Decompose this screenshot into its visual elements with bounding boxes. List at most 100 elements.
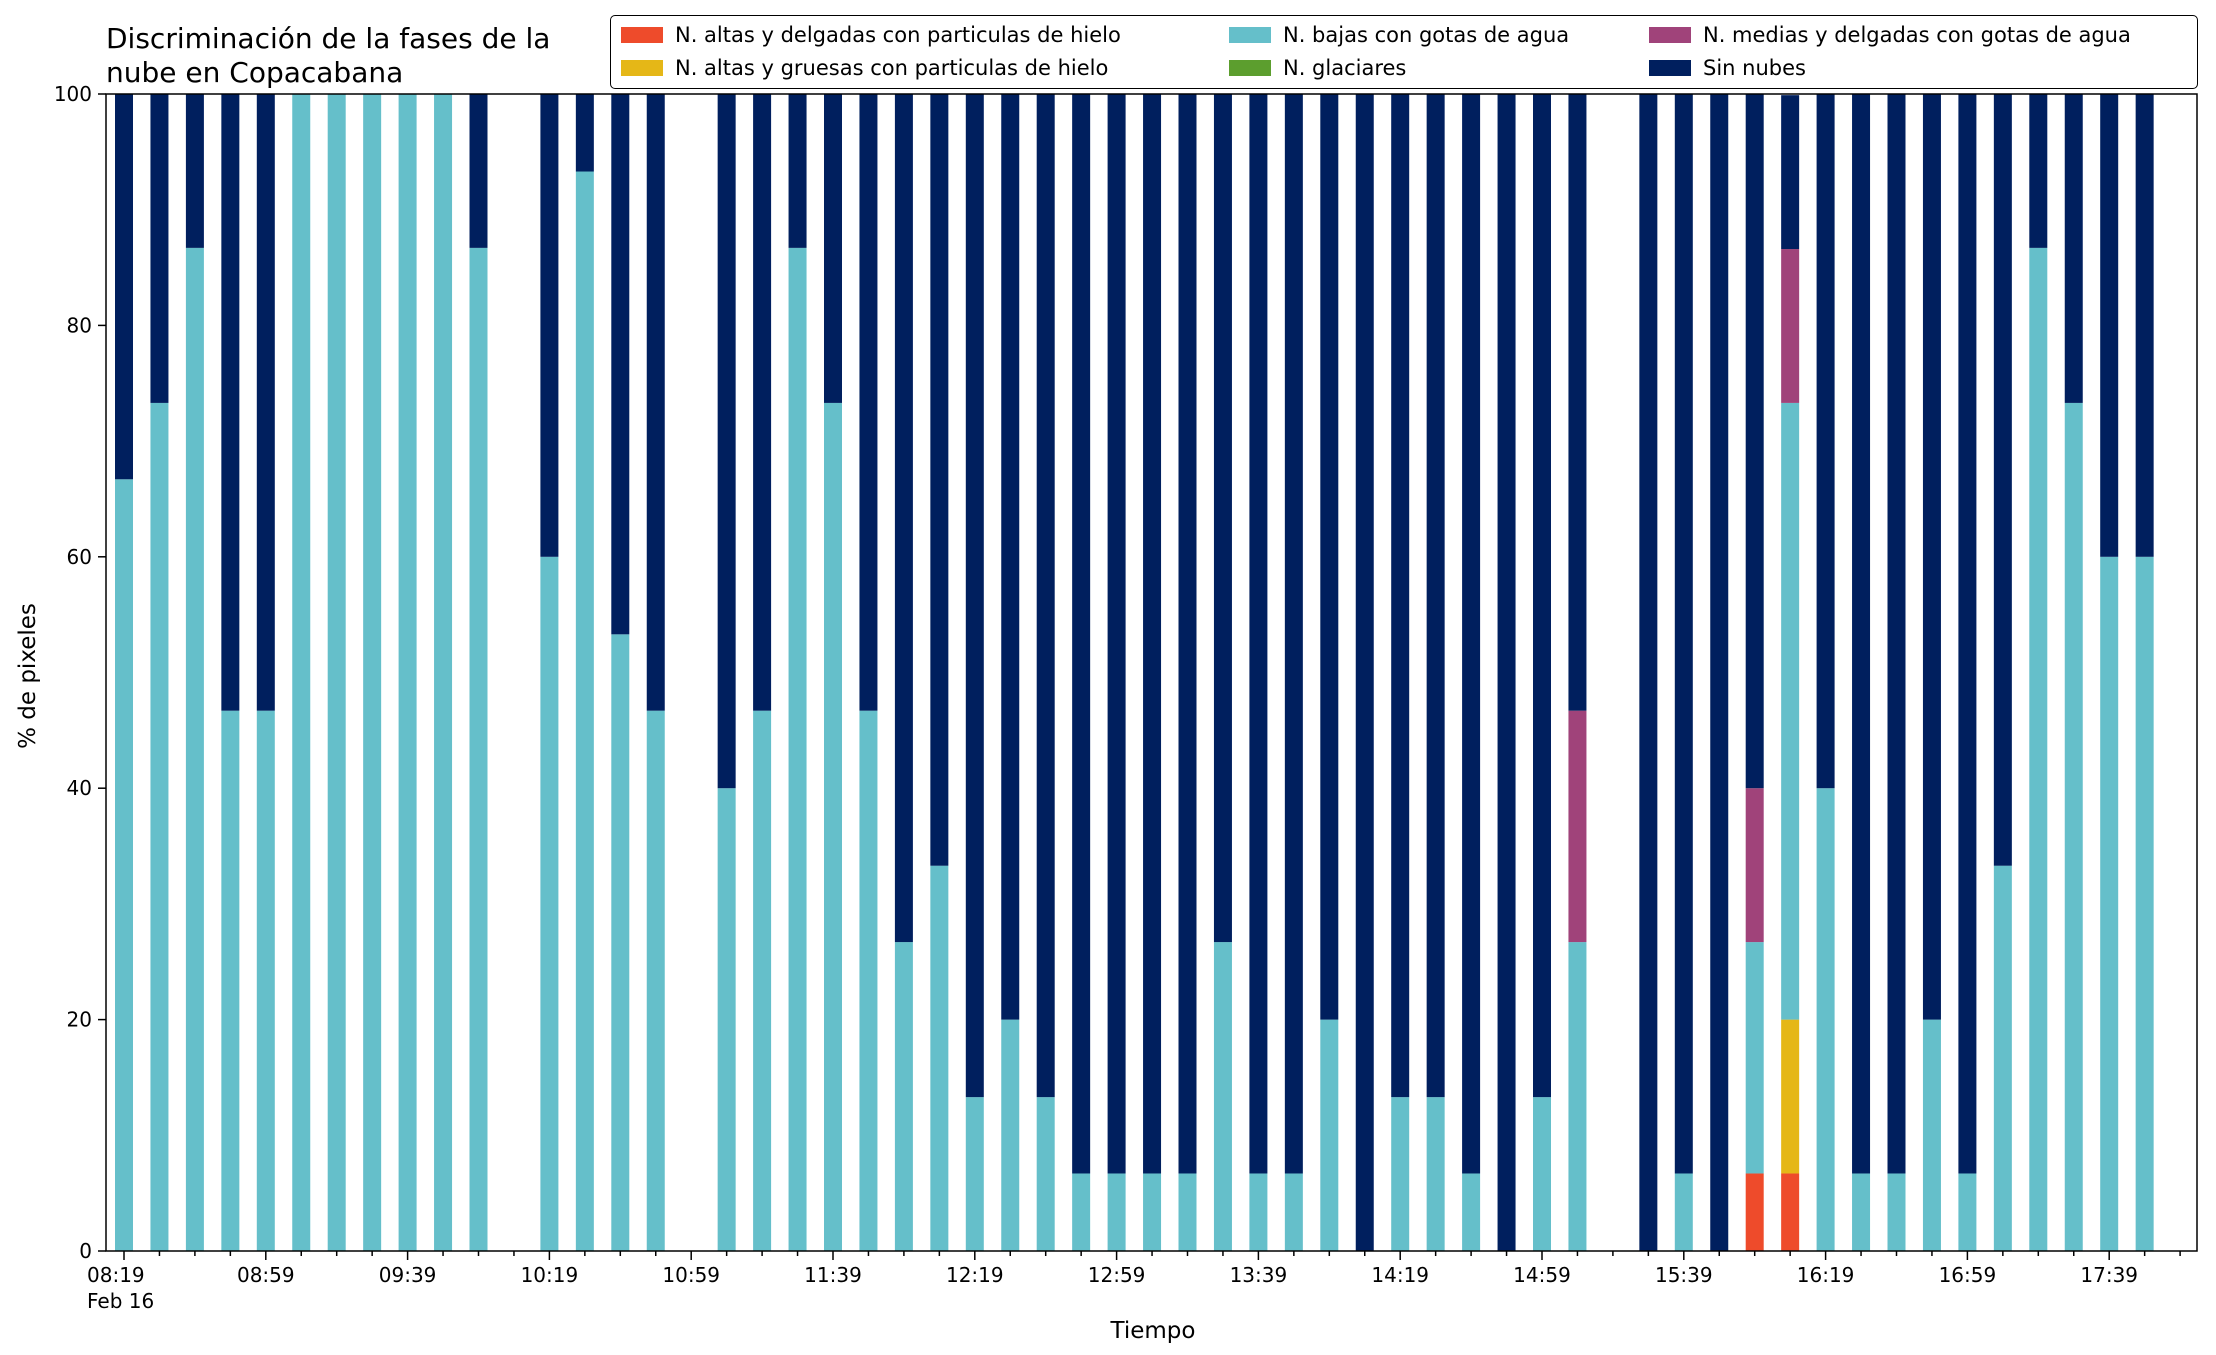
bar-segment-slot-1-series-5 [150,94,169,403]
x-tick-label: 09:39 [379,1263,437,1287]
bar-segment-slot-15-series-5 [646,94,665,711]
bar-segment-slot-14-series-5 [611,94,630,635]
x-tick-label: 13:39 [1230,1263,1288,1287]
x-tick-label: 10:59 [662,1263,720,1287]
bar-segment-slot-24-series-5 [965,94,984,1098]
bar-segment-slot-57-series-5 [2135,94,2154,557]
bar-segment-slot-27-series-5 [1072,94,1091,1174]
bar-segment-slot-18-series-2 [753,710,772,1251]
bar-segment-slot-17-series-5 [717,94,736,789]
bar-segment-slot-26-series-5 [1036,94,1055,1098]
y-tick-label: 0 [79,1239,92,1263]
bar-segment-slot-13-series-2 [575,171,594,1251]
x-tick-label: 14:59 [1513,1263,1571,1287]
bar-segment-slot-19-series-5 [788,94,807,248]
legend-swatch [1229,60,1271,76]
bar-segment-slot-45-series-5 [1710,94,1729,1251]
bar-segment-slot-37-series-2 [1426,1097,1445,1251]
x-tick-label: 12:19 [946,1263,1004,1287]
bar-segment-slot-25-series-2 [1001,1019,1020,1251]
y-tick-label: 100 [54,82,92,106]
bar-segment-slot-7-series-2 [363,94,382,1251]
bar-segment-slot-56-series-2 [2100,556,2119,1251]
legend-label: N. altas y delgadas con particulas de hi… [675,23,1121,47]
bar-segment-slot-40-series-5 [1533,94,1551,1098]
bar-segment-slot-3-series-5 [221,94,240,711]
bar-segment-slot-6-series-2 [327,94,346,1251]
bar-segment-slot-57-series-2 [2135,556,2154,1251]
y-tick-label: 60 [67,545,92,569]
bar-segment-slot-52-series-5 [1958,94,1977,1174]
bar-segment-slot-22-series-5 [894,94,913,943]
bar-segment-slot-0-series-5 [115,94,133,480]
chart-title: Discriminación de la fases de la nube en… [106,22,550,90]
x-tick-label: 14:19 [1371,1263,1429,1287]
bar-segment-slot-41-series-5 [1568,94,1587,711]
bar-segment-slot-18-series-5 [753,94,772,711]
bar-segment-slot-2-series-2 [185,247,204,1251]
bar-segment-slot-37-series-5 [1426,94,1445,1098]
x-tick-label: 10:19 [521,1263,579,1287]
bar-segment-slot-12-series-2 [540,556,559,1251]
legend-item-sin-nubes: Sin nubes [1649,52,1806,84]
bar-segment-slot-20-series-2 [824,402,842,1251]
x-axis-label: Tiempo [1110,1318,1196,1344]
bar-segment-slot-40-series-2 [1533,1097,1551,1251]
bar-segment-slot-50-series-2 [1887,1173,1906,1251]
bar-segment-slot-23-series-2 [930,865,949,1251]
legend-label: N. bajas con gotas de agua [1283,23,1570,47]
bar-segment-slot-33-series-5 [1284,94,1303,1174]
bar-segment-slot-10-series-2 [469,247,488,1251]
bar-segment-slot-1-series-2 [150,402,169,1251]
bar-segment-slot-54-series-5 [2029,94,2048,248]
x-tick-label: 08:19 [87,1263,145,1287]
bar-segment-slot-31-series-2 [1213,942,1232,1251]
x-tick-label: 16:59 [1939,1263,1997,1287]
bar-segment-slot-55-series-5 [2064,94,2083,403]
legend-swatch [621,27,663,43]
bar-segment-slot-21-series-2 [859,710,878,1251]
legend-item-bajas-agua: N. bajas con gotas de agua [1229,19,1569,51]
bar-segment-slot-47-series-0 [1781,1173,1800,1251]
bar-segment-slot-34-series-2 [1320,1019,1339,1251]
legend-swatch [1649,27,1691,43]
bar-segment-slot-52-series-2 [1958,1173,1977,1251]
bar-segment-slot-25-series-5 [1001,94,1020,1020]
bar-segment-slot-49-series-2 [1852,1173,1871,1251]
legend-label: N. glaciares [1283,56,1407,80]
bar-segment-slot-14-series-2 [611,634,630,1251]
bar-segment-slot-39-series-5 [1497,94,1516,1251]
bar-segment-slot-32-series-5 [1249,94,1268,1174]
bar-segment-slot-34-series-5 [1320,94,1339,1020]
bar-segment-slot-47-series-1 [1781,1019,1800,1174]
bar-segment-slot-21-series-5 [859,94,878,711]
bar-segment-slot-9-series-2 [434,94,453,1251]
bar-segment-slot-26-series-2 [1036,1097,1055,1251]
bar-segment-slot-12-series-5 [540,94,559,557]
bar-segment-slot-29-series-5 [1143,94,1162,1174]
bar-segment-slot-17-series-2 [717,788,736,1251]
bar-segment-slot-47-series-2 [1781,402,1800,1020]
bar-segment-slot-48-series-5 [1816,94,1835,789]
legend-label: N. medias y delgadas con gotas de agua [1703,23,2131,47]
bar-segment-slot-30-series-2 [1178,1173,1197,1251]
bar-segment-slot-13-series-5 [575,94,594,172]
legend-item-medias-delgadas: N. medias y delgadas con gotas de agua [1649,19,2131,51]
bar-segment-slot-38-series-2 [1462,1173,1481,1251]
bar-segment-slot-46-series-5 [1745,94,1764,789]
legend-swatch [1229,27,1271,43]
bar-segment-slot-43-series-5 [1639,94,1658,1251]
bar-segment-slot-55-series-2 [2064,402,2083,1251]
bar-segment-slot-53-series-2 [1993,865,2012,1251]
bar-segment-slot-36-series-2 [1391,1097,1410,1251]
bar-segment-slot-51-series-2 [1922,1019,1941,1251]
bar-segment-slot-36-series-5 [1391,94,1410,1098]
bar-segment-slot-46-series-4 [1745,788,1764,943]
bar-segment-slot-22-series-2 [894,942,913,1251]
bar-segment-slot-46-series-0 [1745,1173,1764,1251]
bar-segment-slot-28-series-5 [1107,94,1126,1174]
bar-segment-slot-15-series-2 [646,710,665,1251]
x-tick-label: 17:39 [2080,1263,2138,1287]
bar-segment-slot-33-series-2 [1284,1173,1303,1251]
